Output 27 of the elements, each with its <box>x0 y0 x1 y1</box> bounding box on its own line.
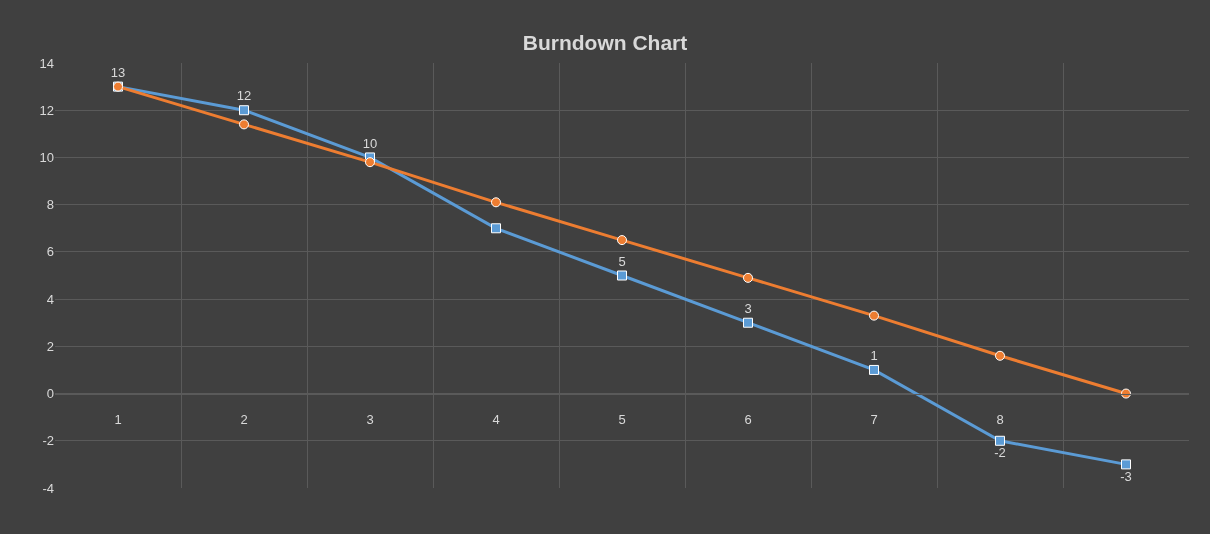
x-tick-label: 2 <box>240 412 248 428</box>
x-tick-label: 8 <box>996 412 1004 428</box>
data-label: -3 <box>1120 468 1132 484</box>
y-tick-label: 6 <box>46 244 54 260</box>
y-tick-label: 0 <box>46 386 54 402</box>
y-tick-label: -2 <box>42 433 54 449</box>
x-tick-label: 4 <box>492 412 500 428</box>
y-tick-label: 14 <box>39 55 54 71</box>
chart-title: Burndown Chart <box>522 31 688 55</box>
y-tick-label: 12 <box>39 102 54 118</box>
data-label: -2 <box>994 445 1006 461</box>
x-tick-label: 3 <box>366 412 374 428</box>
y-tick-label: 4 <box>46 291 54 307</box>
y-tick-label: -4 <box>42 480 54 496</box>
data-label: 5 <box>618 253 626 269</box>
data-label: 1 <box>870 348 878 364</box>
x-tick-label: 5 <box>618 412 626 428</box>
data-label: 13 <box>110 64 126 80</box>
x-tick-label: 6 <box>744 412 752 428</box>
data-label: 10 <box>362 135 378 151</box>
data-label: 12 <box>236 88 252 104</box>
data-label: 3 <box>744 300 752 316</box>
y-tick-label: 2 <box>46 338 54 354</box>
y-tick-label: 8 <box>46 197 54 213</box>
x-tick-label: 1 <box>114 412 122 428</box>
x-tick-label: 7 <box>870 412 878 428</box>
y-tick-label: 10 <box>39 149 54 165</box>
